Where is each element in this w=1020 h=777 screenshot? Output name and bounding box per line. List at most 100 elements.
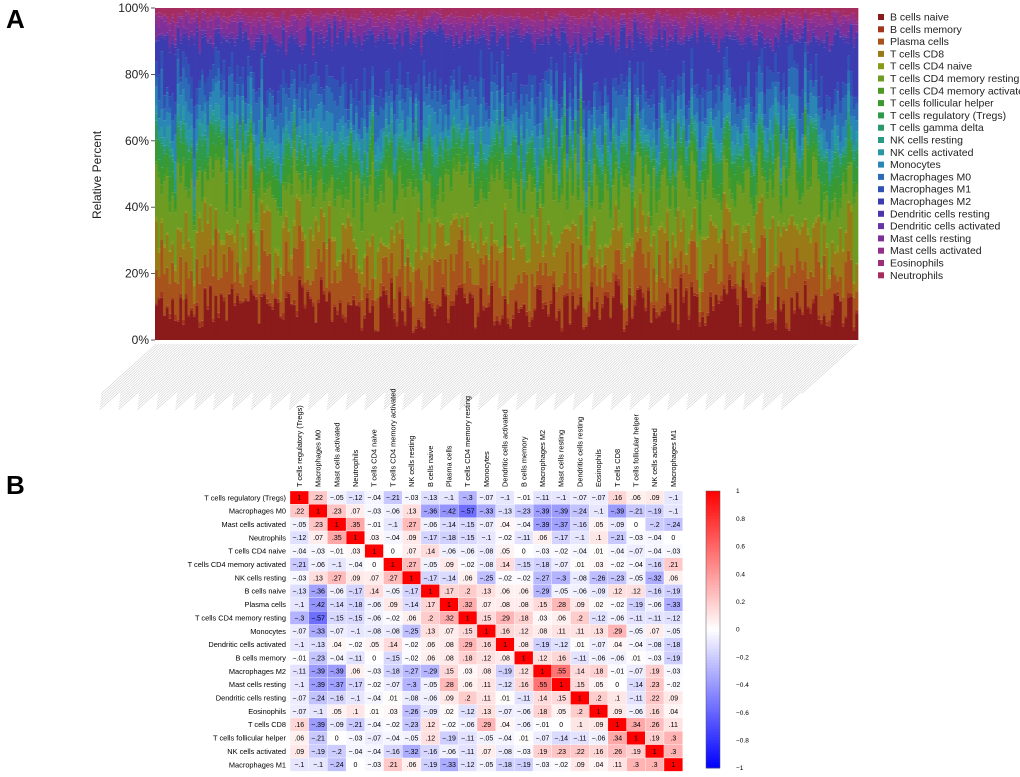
bar-segment	[295, 164, 299, 172]
bar-segment	[503, 30, 507, 35]
bar-segment	[555, 165, 559, 175]
bar-segment	[630, 8, 634, 14]
bar-segment	[344, 228, 348, 263]
bar-segment	[617, 249, 621, 279]
bar-segment	[279, 42, 283, 47]
bar-segment	[382, 285, 386, 291]
bar-segment	[157, 297, 161, 300]
bar-segment	[568, 132, 572, 136]
bar-segment	[736, 107, 740, 115]
bar-segment	[476, 127, 480, 153]
bar-segment	[652, 104, 656, 123]
bar-segment	[376, 19, 380, 27]
bar-segment	[338, 23, 342, 28]
bar-segment	[455, 23, 459, 33]
bar-segment	[306, 25, 310, 27]
bar-segment	[598, 248, 602, 269]
bar-segment	[306, 84, 310, 112]
bar-segment	[633, 95, 637, 115]
bar-segment	[460, 45, 464, 100]
bar-segment	[690, 240, 694, 282]
bar-segment	[330, 177, 334, 238]
bar-segment	[303, 119, 307, 135]
bar-segment	[336, 155, 340, 161]
bar-segment	[609, 317, 613, 319]
bar-segment	[160, 184, 164, 195]
bar-segment	[498, 8, 502, 14]
bar-segment	[271, 8, 275, 14]
bar-segment	[417, 143, 421, 153]
bar-segment	[730, 236, 734, 241]
bar-segment	[200, 12, 205, 20]
bar-segment	[622, 181, 626, 188]
bar-segment	[374, 160, 378, 169]
bar-segment	[444, 34, 448, 38]
bar-segment	[736, 131, 740, 144]
bar-segment	[684, 119, 688, 142]
bar-segment	[444, 245, 448, 259]
bar-segment	[203, 102, 207, 115]
bar-segment	[303, 165, 307, 172]
bar-segment	[263, 8, 267, 20]
bar-segment	[176, 319, 180, 322]
bar-segment	[571, 295, 575, 340]
bar-segment	[693, 144, 697, 162]
bar-segment	[763, 226, 767, 229]
bar-segment	[492, 155, 497, 179]
bar-segment	[357, 141, 361, 150]
bar-segment	[479, 104, 483, 128]
bar-segment	[449, 23, 453, 30]
bar-segment	[249, 49, 253, 67]
bar-segment	[636, 36, 640, 63]
bar-segment	[209, 92, 213, 98]
bar-segment	[349, 128, 353, 132]
bar-segment	[690, 123, 694, 133]
bar-segment	[155, 23, 159, 37]
bar-segment	[571, 163, 575, 182]
bar-segment	[363, 8, 367, 11]
bar-segment	[698, 311, 702, 322]
bar-segment	[744, 126, 748, 131]
bar-segment	[752, 330, 756, 340]
bar-segment	[584, 49, 588, 54]
bar-segment	[225, 230, 229, 233]
bar-segment	[168, 176, 172, 203]
bar-segment	[476, 14, 480, 23]
bar-segment	[244, 142, 248, 150]
bar-segment	[322, 213, 326, 217]
bar-segment	[241, 8, 245, 16]
bar-segment	[636, 143, 640, 153]
bar-segment	[219, 294, 223, 340]
bar-segment	[287, 121, 291, 135]
bar-segment	[436, 32, 440, 36]
bar-segment	[203, 36, 207, 83]
bar-segment	[649, 95, 653, 109]
bar-segment	[706, 109, 710, 127]
bar-segment	[733, 288, 737, 340]
bar-segment	[695, 22, 699, 34]
bar-segment	[268, 306, 272, 340]
bar-segment	[233, 38, 237, 43]
bar-segment	[363, 153, 367, 175]
bar-segment	[682, 36, 686, 40]
bar-segment	[617, 285, 621, 340]
bar-segment	[319, 30, 323, 34]
bar-segment	[217, 81, 221, 106]
bar-segment	[260, 293, 264, 297]
bar-segment	[465, 216, 469, 261]
bar-segment	[268, 160, 272, 165]
bar-segment	[641, 292, 645, 298]
bar-segment	[419, 8, 424, 22]
bar-segment	[371, 76, 375, 99]
bar-segment	[436, 304, 440, 309]
bar-segment	[517, 240, 521, 275]
bar-segment	[163, 156, 167, 175]
bar-segment	[622, 145, 626, 162]
bar-segment	[317, 38, 321, 44]
bar-segment	[679, 231, 683, 252]
bar-segment	[471, 89, 475, 116]
bar-segment	[238, 282, 242, 301]
bar-segment	[641, 214, 645, 254]
bar-segment	[419, 46, 424, 53]
bar-segment	[611, 297, 615, 340]
